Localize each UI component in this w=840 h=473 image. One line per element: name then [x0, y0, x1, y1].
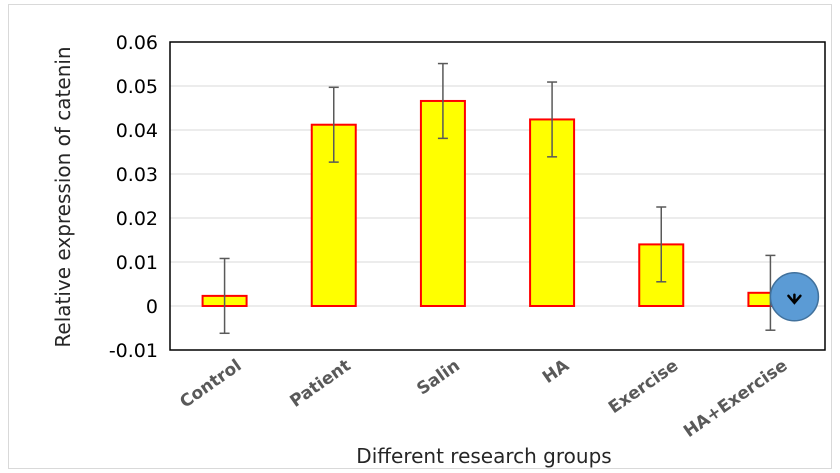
- y-tick-label: 0.06: [116, 32, 158, 54]
- y-tick-label: 0.03: [116, 164, 158, 186]
- x-category-label: Control: [176, 356, 245, 413]
- x-category-label: Salin: [413, 356, 463, 400]
- x-axis-title: Different research groups: [356, 444, 611, 468]
- x-category-label: HA+Exercise: [680, 356, 791, 442]
- error-bars: [219, 62, 776, 335]
- y-tick-labels: -0.01 0 0.01 0.02 0.03 0.04 0.05 0.06: [109, 32, 158, 362]
- y-axis-title: Relative expression of catenin: [51, 46, 75, 347]
- chart-frame: [8, 4, 832, 469]
- bars: [201, 99, 794, 308]
- y-tick-label: 0.04: [116, 120, 158, 142]
- x-category-label: Patient: [286, 356, 354, 412]
- y-tick-label: 0.01: [116, 252, 158, 274]
- plot-area-border: [169, 41, 826, 351]
- annotations: [769, 272, 820, 322]
- x-category-label: Exercise: [605, 356, 682, 418]
- axes: [169, 41, 826, 351]
- gridlines: [170, 41, 825, 351]
- x-category-label: HA: [539, 355, 574, 388]
- y-tick-label: 0.02: [116, 208, 158, 230]
- arrow-down-icon: [787, 293, 802, 305]
- y-tick-label: 0.05: [116, 76, 158, 98]
- y-tick-label: -0.01: [109, 340, 158, 362]
- y-tick-label: 0: [146, 296, 158, 318]
